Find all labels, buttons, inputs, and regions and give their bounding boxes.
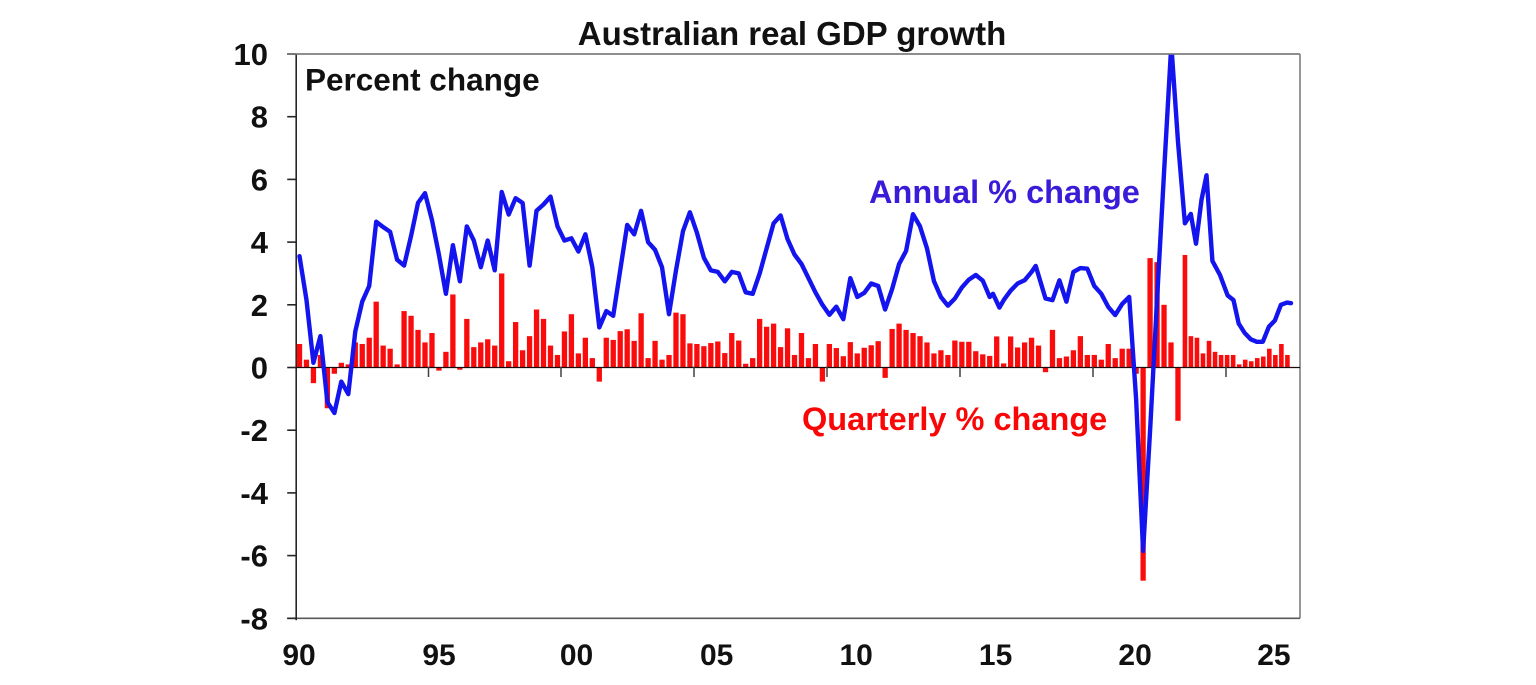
svg-text:10: 10	[840, 639, 873, 672]
svg-text:95: 95	[422, 639, 455, 672]
svg-text:0: 0	[251, 351, 268, 386]
svg-text:20: 20	[1118, 639, 1151, 672]
svg-text:Annual % change: Annual % change	[869, 174, 1140, 210]
svg-text:4: 4	[251, 225, 269, 260]
svg-text:00: 00	[560, 639, 593, 672]
svg-text:8: 8	[251, 100, 268, 135]
svg-text:-4: -4	[240, 476, 268, 511]
svg-text:90: 90	[282, 639, 315, 672]
svg-text:2: 2	[251, 288, 268, 323]
svg-text:Australian real GDP growth: Australian real GDP growth	[578, 15, 1006, 52]
svg-text:15: 15	[979, 639, 1012, 672]
svg-text:-2: -2	[240, 413, 268, 448]
svg-text:10: 10	[234, 37, 268, 72]
svg-text:Percent change: Percent change	[305, 62, 540, 98]
svg-text:25: 25	[1257, 639, 1290, 672]
svg-text:Quarterly % change: Quarterly % change	[802, 401, 1107, 437]
svg-text:-8: -8	[240, 601, 268, 636]
svg-text:-6: -6	[240, 539, 268, 574]
svg-text:6: 6	[251, 162, 268, 197]
svg-text:05: 05	[700, 639, 733, 672]
